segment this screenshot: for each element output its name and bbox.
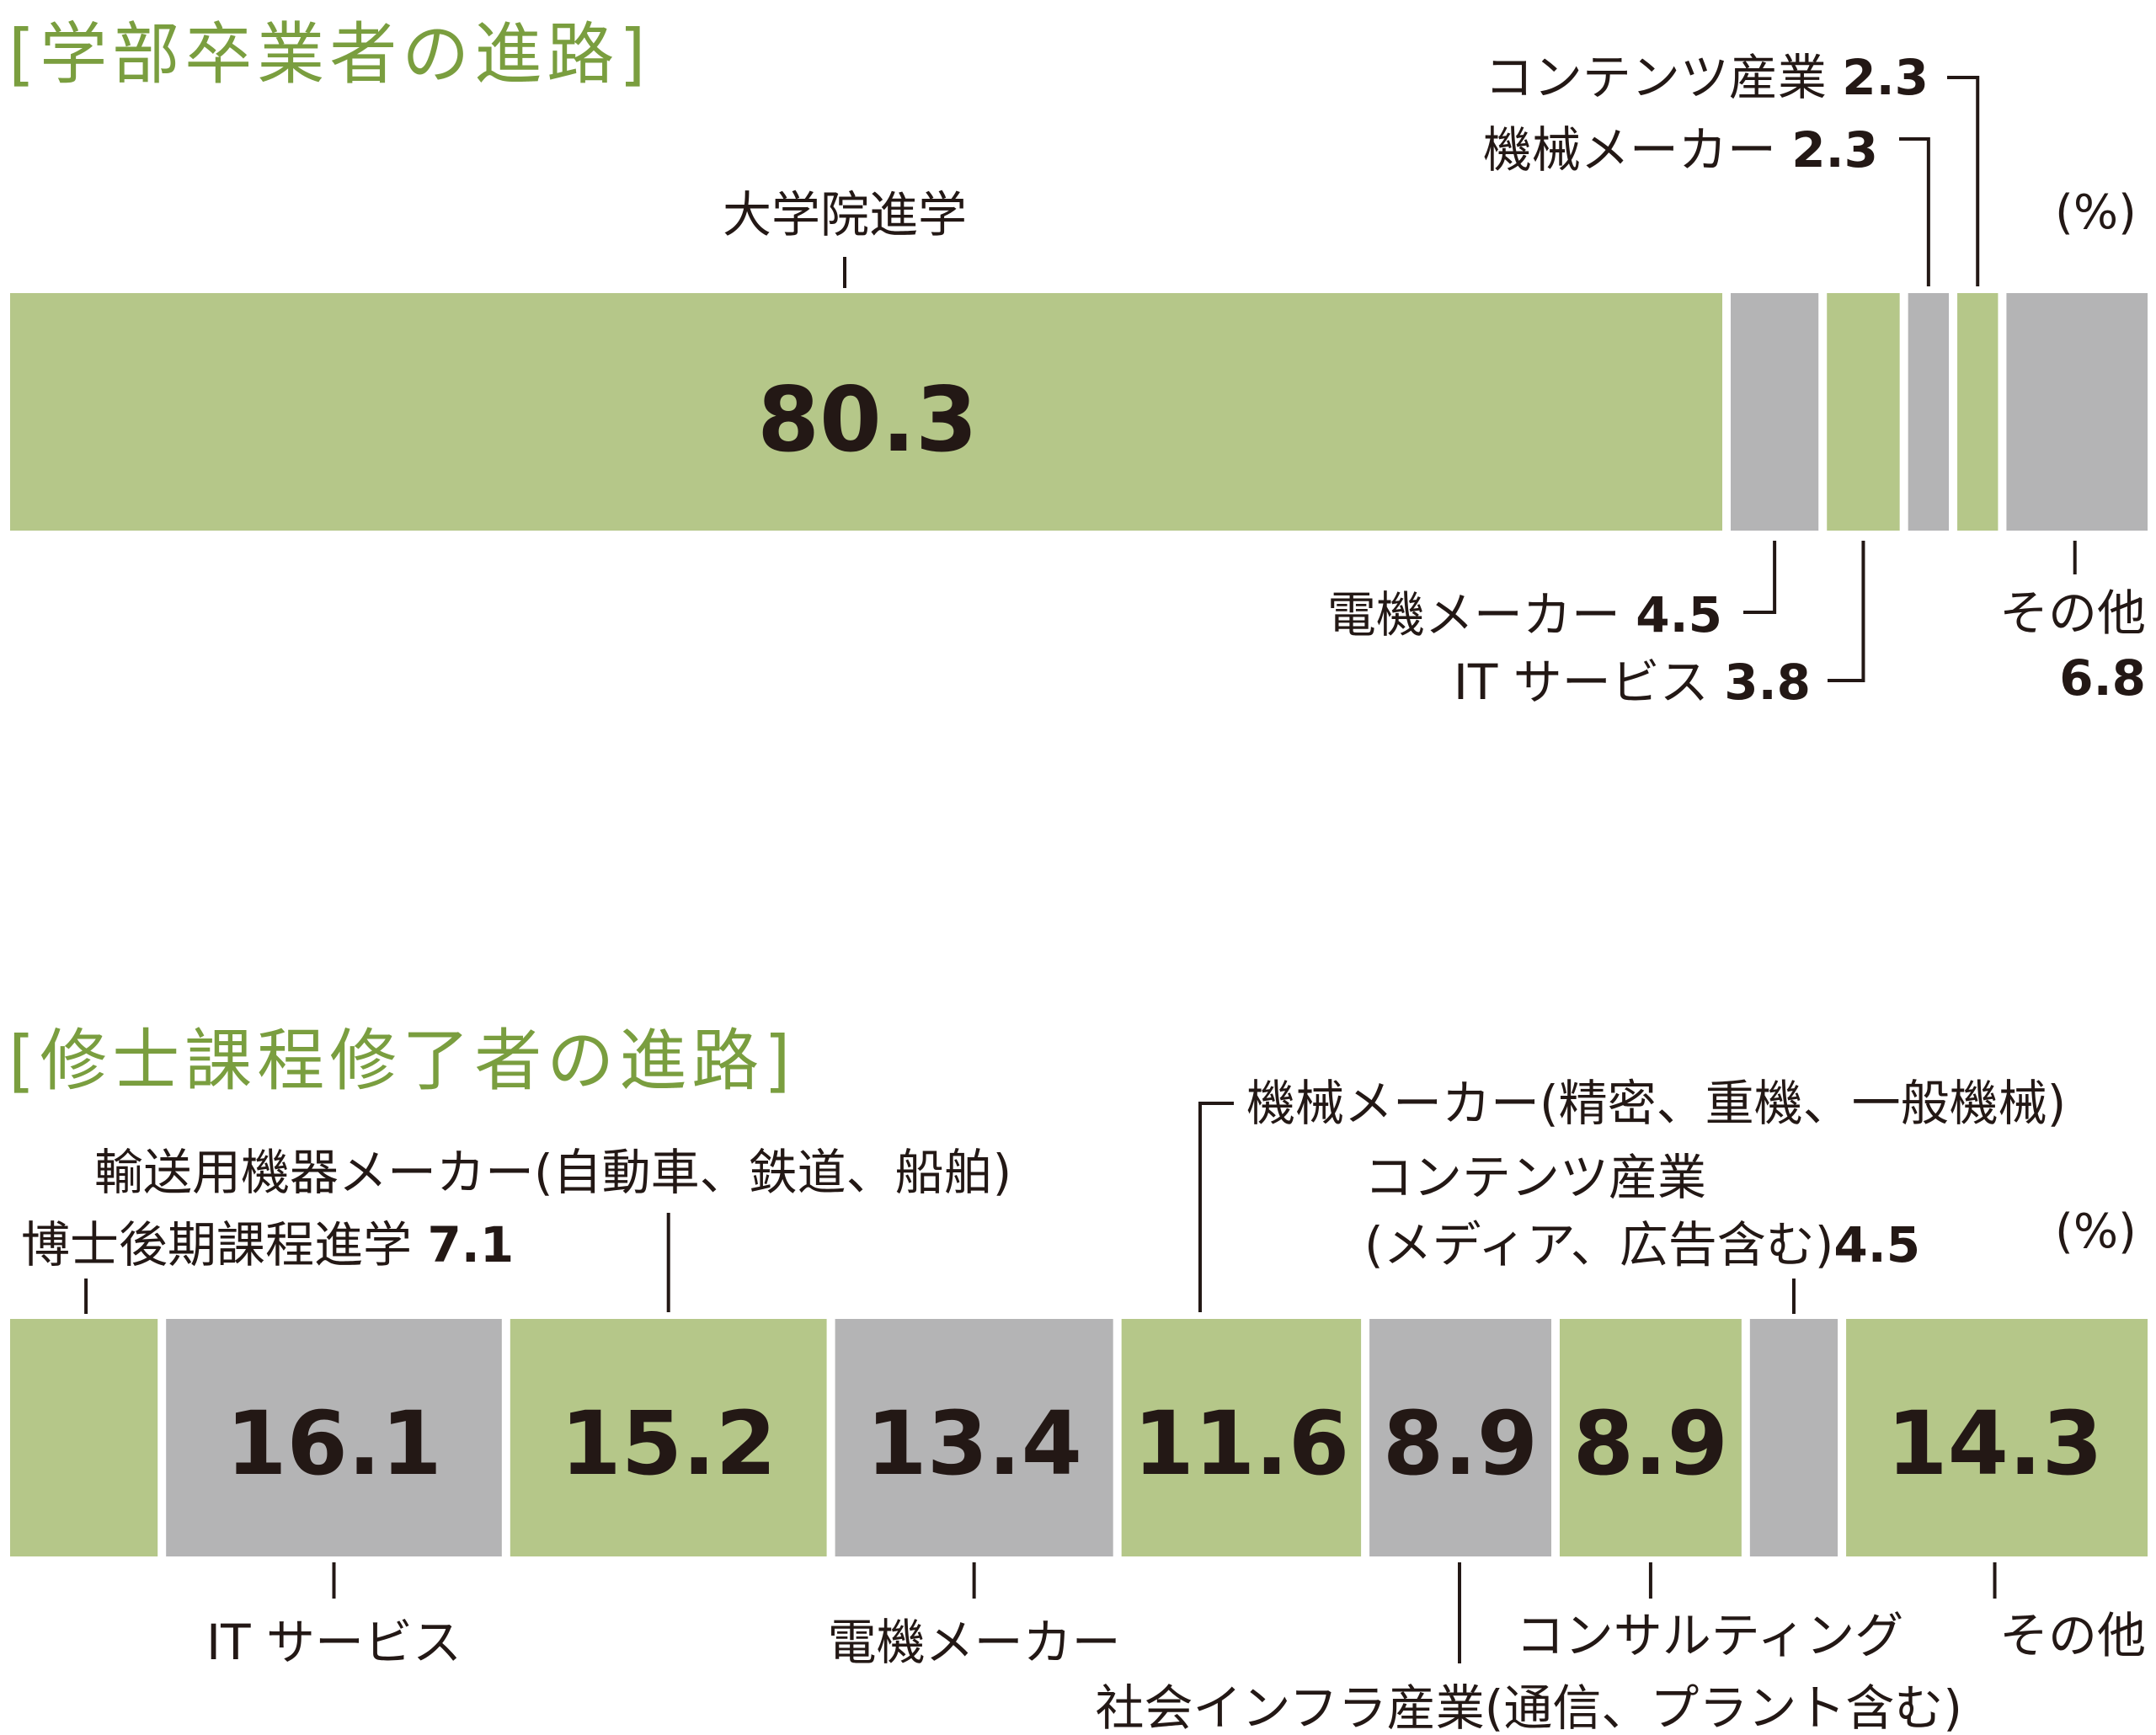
chart1-category-label-2: IT サービス 3.8 (1454, 654, 1811, 711)
chart1-category-label-5: その他 (1999, 585, 2146, 642)
chart2-category-label-8: その他 (1999, 1607, 2146, 1664)
chart1-leader-line-4 (1947, 76, 1980, 286)
chart1-unit-label: (%) (2055, 185, 2137, 240)
chart2-category-label-0: 博士後期課程進学 7.1 (21, 1216, 514, 1273)
chart2-category-label-7-line2: (メディア、広告含む)4.5 (1364, 1216, 1920, 1273)
chart2-unit-label: (%) (2055, 1204, 2137, 1259)
chart2-bar-segment-6 (1559, 1319, 1742, 1556)
chart2-title: [修士課程修了者の進路] (8, 1022, 796, 1100)
chart2-category-label-6: コンサルティング (1516, 1607, 1904, 1664)
chart1-bar-segment-5 (2006, 293, 2148, 531)
chart1-leader-line-3 (1899, 137, 1930, 286)
chart2-leader-line-4 (1198, 1102, 1234, 1312)
chart1-bar-segment-2 (1827, 293, 1900, 531)
chart2-category-label-3: 電機メーカー (828, 1614, 1121, 1671)
chart2-value-label-1: 16.1 (226, 1392, 442, 1495)
chart1-bar-segment-4 (1957, 293, 1999, 531)
chart2-bar-segment-5 (1369, 1319, 1551, 1556)
chart2-bar-segment-2 (510, 1319, 827, 1556)
chart2-category-label-1: IT サービス (206, 1614, 462, 1671)
chart1-title: [学部卒業者の進路] (8, 15, 651, 93)
chart1-leader-line-2 (1828, 541, 1865, 682)
chart2-bar-segment-8 (1846, 1319, 2148, 1556)
chart1-bar-segment-0 (10, 293, 1723, 531)
chart2-value-label-2: 15.2 (560, 1392, 776, 1495)
chart1-leader-line-1 (1743, 541, 1777, 614)
chart2-category-label-7: コンテンツ産業 (1364, 1149, 1706, 1206)
chart1-value-label-0: 80.3 (757, 368, 978, 472)
chart1-category-label-1: 電機メーカー 4.5 (1327, 586, 1722, 643)
chart1-category-label-4: コンテンツ産業 2.3 (1485, 49, 1929, 106)
chart2-category-label-5: 社会インフラ産業(通信、プラント含む) (1095, 1679, 1962, 1735)
chart2-bar-segment-0 (10, 1319, 158, 1556)
chart1-bar-segment-1 (1731, 293, 1819, 531)
chart2-value-label-3: 13.4 (866, 1392, 1082, 1495)
chart2-value-label-5: 8.9 (1383, 1392, 1538, 1495)
chart2-value-label-6: 8.9 (1573, 1392, 1728, 1495)
chart1-bar-segment-3 (1908, 293, 1950, 531)
chart2-bar-segment-7 (1749, 1319, 1838, 1556)
chart1-category-label-0: 大学院進学 (723, 186, 967, 243)
chart2-category-label-4: 機械メーカー(精密、重機、一般機械) (1246, 1075, 2066, 1132)
chart1-value-label-5: 6.8 (2059, 649, 2146, 707)
chart2-bar-segment-3 (835, 1319, 1113, 1556)
chart2-value-label-4: 11.6 (1134, 1392, 1350, 1495)
chart2-bar-segment-1 (166, 1319, 502, 1556)
chart2-bar-segment-4 (1121, 1319, 1362, 1556)
chart1-category-label-3: 機械メーカー 2.3 (1483, 121, 1878, 179)
chart2-value-label-8: 14.3 (1886, 1392, 2103, 1495)
chart2-category-label-2: 輸送用機器メーカー(自動車、鉄道、船舶) (94, 1144, 1011, 1201)
